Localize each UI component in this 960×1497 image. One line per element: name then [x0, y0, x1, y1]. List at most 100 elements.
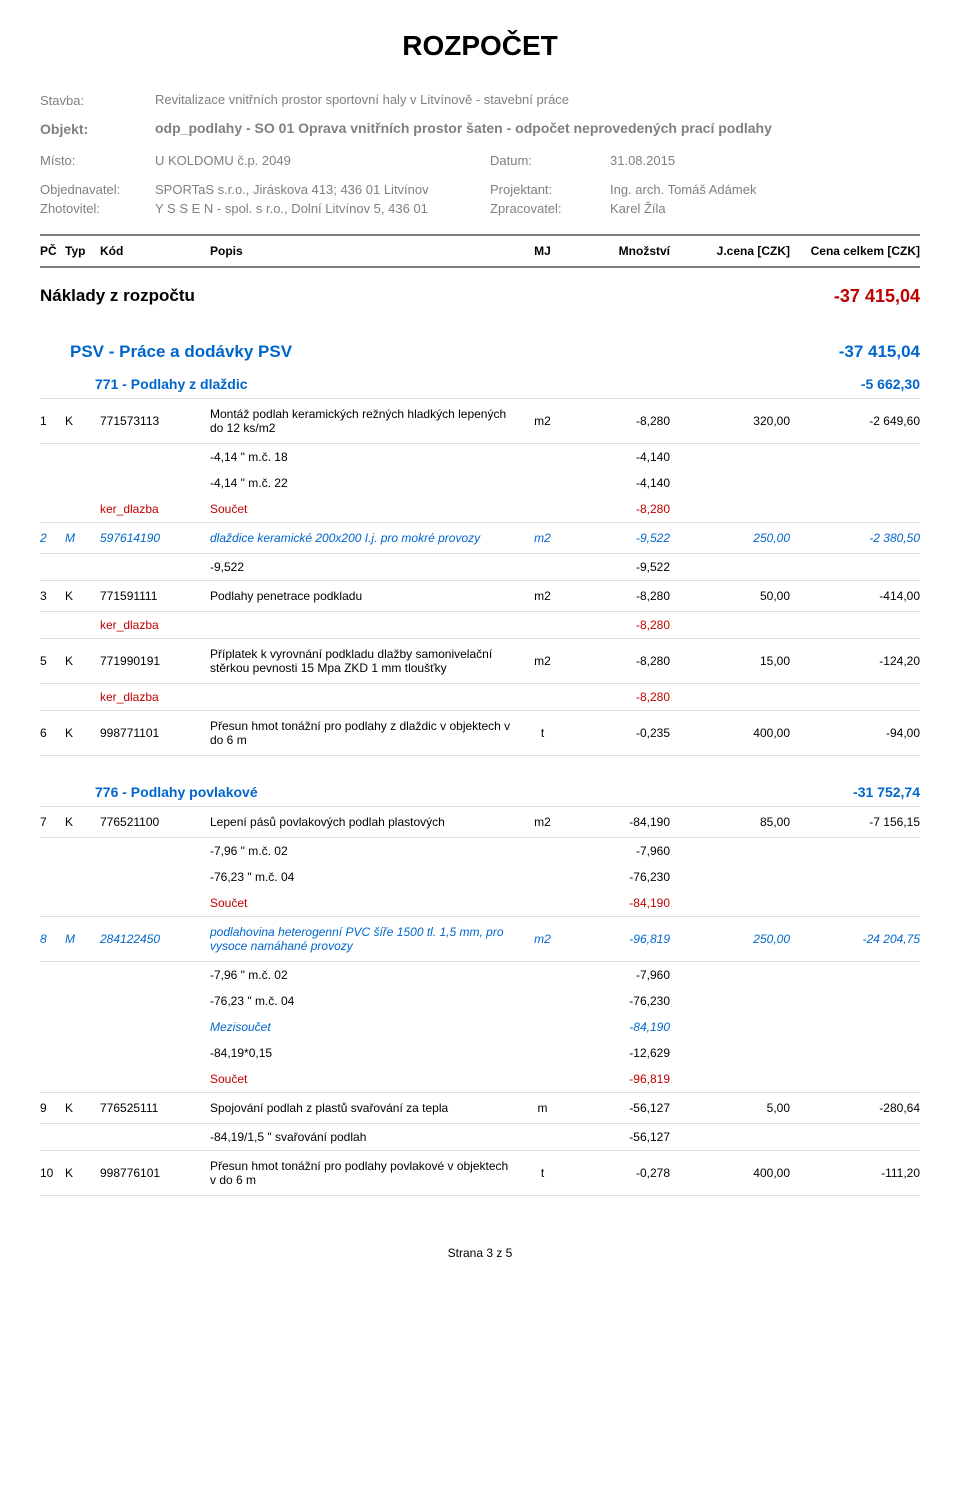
item-cc: -94,00	[790, 726, 920, 740]
naklady-row: Náklady z rozpočtu -37 415,04	[40, 286, 920, 307]
calc-mn: -9,522	[570, 560, 670, 574]
calc-row: ker_dlazba -8,280	[40, 684, 920, 710]
item-cc: -24 204,75	[790, 932, 920, 946]
item-cc: -111,20	[790, 1166, 920, 1180]
psv-label: PSV - Práce a dodávky PSV	[70, 342, 292, 362]
calc-kod	[100, 1020, 210, 1034]
calc-popis: -76,23 " m.č. 04	[210, 870, 515, 884]
page-footer: Strana 3 z 5	[40, 1246, 920, 1260]
calc-popis: -84,19*0,15	[210, 1046, 515, 1060]
datum-value: 31.08.2015	[610, 153, 675, 168]
sec-776-label: 776 - Podlahy povlakové	[95, 784, 258, 800]
item-mn: -8,280	[570, 589, 670, 603]
rows-776: 7K776521100Lepení pásů povlakových podla…	[40, 806, 920, 1196]
item-kod: 597614190	[100, 531, 210, 545]
item-mn: -0,278	[570, 1166, 670, 1180]
th-mj: MJ	[515, 244, 570, 258]
calc-mn: -4,140	[570, 450, 670, 464]
item-mj: m	[515, 1101, 570, 1115]
calc-row: -4,14 " m.č. 18 -4,140	[40, 444, 920, 470]
item-row: 1K771573113Montáž podlah keramických rež…	[40, 398, 920, 444]
item-pc: 1	[40, 414, 65, 428]
calc-mn: -76,230	[570, 994, 670, 1008]
stavba-label: Stavba:	[40, 92, 155, 108]
calc-row: ker_dlazbaSoučet-8,280	[40, 496, 920, 522]
calc-mn: -4,140	[570, 476, 670, 490]
zhotovitel-value: Y S S E N - spol. s r.o., Dolní Litvínov…	[155, 201, 490, 216]
psv-section: PSV - Práce a dodávky PSV -37 415,04	[70, 342, 920, 362]
objednavatel-value: SPORTaS s.r.o., Jiráskova 413; 436 01 Li…	[155, 182, 490, 197]
calc-kod	[100, 450, 210, 464]
th-mn: Množství	[570, 244, 670, 258]
calc-row: -84,19*0,15 -12,629	[40, 1040, 920, 1066]
calc-kod: ker_dlazba	[100, 502, 210, 516]
sec-771-label: 771 - Podlahy z dlaždic	[95, 376, 248, 392]
calc-mn: -76,230	[570, 870, 670, 884]
th-pc: PČ	[40, 244, 65, 258]
calc-mn: -8,280	[570, 690, 670, 704]
calc-popis: -4,14 " m.č. 18	[210, 450, 515, 464]
item-cc: -7 156,15	[790, 815, 920, 829]
item-row: 5K771990191Příplatek k vyrovnání podklad…	[40, 638, 920, 684]
calc-popis: Mezisoučet	[210, 1020, 515, 1034]
psv-value: -37 415,04	[839, 342, 920, 362]
calc-kod	[100, 476, 210, 490]
calc-mn: -12,629	[570, 1046, 670, 1060]
calc-popis	[210, 690, 515, 704]
calc-row: Součet-84,190	[40, 890, 920, 916]
item-popis: Lepení pásů povlakových podlah plastovýc…	[210, 815, 515, 829]
item-cc: -280,64	[790, 1101, 920, 1115]
calc-row: -4,14 " m.č. 22 -4,140	[40, 470, 920, 496]
item-mn: -9,522	[570, 531, 670, 545]
item-cc: -414,00	[790, 589, 920, 603]
calc-mn: -7,960	[570, 844, 670, 858]
calc-popis: -76,23 " m.č. 04	[210, 994, 515, 1008]
naklady-label: Náklady z rozpočtu	[40, 286, 195, 307]
table-header: PČ Typ Kód Popis MJ Množství J.cena [CZK…	[40, 234, 920, 268]
item-row: 9K776525111Spojování podlah z plastů sva…	[40, 1092, 920, 1124]
calc-row: -76,23 " m.č. 04 -76,230	[40, 988, 920, 1014]
zpracovatel-label: Zpracovatel:	[490, 201, 610, 216]
item-pc: 10	[40, 1166, 65, 1180]
item-row: 6K998771101Přesun hmot tonážní pro podla…	[40, 710, 920, 756]
doc-title: ROZPOČET	[40, 30, 920, 62]
item-kod: 998776101	[100, 1166, 210, 1180]
item-row: 8M284122450podlahovina heterogenní PVC š…	[40, 916, 920, 962]
item-popis: dlaždice keramické 200x200 I.j. pro mokr…	[210, 531, 515, 545]
item-mj: m2	[515, 654, 570, 668]
item-mn: -96,819	[570, 932, 670, 946]
item-popis: Spojování podlah z plastů svařování za t…	[210, 1101, 515, 1115]
item-pc: 8	[40, 932, 65, 946]
th-popis: Popis	[210, 244, 515, 258]
item-popis: Montáž podlah keramických režných hladký…	[210, 407, 515, 435]
rows-771: 1K771573113Montáž podlah keramických rež…	[40, 398, 920, 756]
item-row: 2M597614190dlaždice keramické 200x200 I.…	[40, 522, 920, 554]
calc-mn: -7,960	[570, 968, 670, 982]
calc-popis: -84,19/1,5 " svařování podlah	[210, 1130, 515, 1144]
item-mn: -0,235	[570, 726, 670, 740]
item-mj: m2	[515, 815, 570, 829]
item-mj: t	[515, 1166, 570, 1180]
item-jc: 400,00	[670, 726, 790, 740]
calc-kod	[100, 994, 210, 1008]
item-row: 3K771591111Podlahy penetrace podkladum2-…	[40, 580, 920, 612]
calc-kod	[100, 560, 210, 574]
item-pc: 7	[40, 815, 65, 829]
item-kod: 284122450	[100, 932, 210, 946]
item-jc: 320,00	[670, 414, 790, 428]
th-typ: Typ	[65, 244, 100, 258]
item-mn: -8,280	[570, 414, 670, 428]
calc-mn: -56,127	[570, 1130, 670, 1144]
item-mj: m2	[515, 589, 570, 603]
item-mn: -8,280	[570, 654, 670, 668]
calc-row: ker_dlazba-8,280	[40, 612, 920, 638]
misto-label: Místo:	[40, 153, 155, 168]
item-pc: 5	[40, 654, 65, 668]
item-jc: 5,00	[670, 1101, 790, 1115]
item-kod: 776521100	[100, 815, 210, 829]
calc-popis: -4,14 " m.č. 22	[210, 476, 515, 490]
item-typ: M	[65, 531, 100, 545]
calc-kod: ker_dlazba	[100, 690, 210, 704]
item-row: 10K998776101Přesun hmot tonážní pro podl…	[40, 1150, 920, 1196]
calc-row: Součet-96,819	[40, 1066, 920, 1092]
